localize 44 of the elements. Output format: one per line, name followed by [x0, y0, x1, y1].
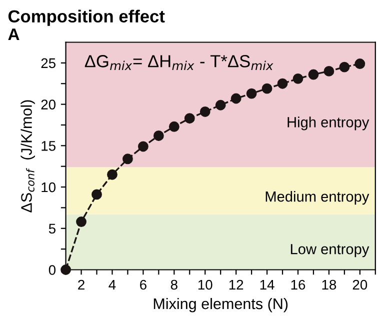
y-tick-label: 5: [48, 224, 56, 234]
x-tick-label: 2: [78, 280, 84, 290]
band-label: High entropy: [288, 116, 370, 130]
point: [138, 141, 148, 152]
chart-title: Composition effect: [8, 10, 165, 26]
x-tick-label: 20: [352, 280, 368, 290]
annotation: ΔG$_{mix}$= ΔH$_{mix}$ - T*ΔS$_{mix}$: [84, 55, 274, 70]
x-tick-label: 12: [229, 280, 244, 290]
x-tick-label: 14: [260, 280, 274, 290]
band-label: Low entropy: [290, 244, 370, 258]
x-tick-label: 6: [140, 280, 146, 290]
point: [308, 69, 319, 80]
point: [230, 93, 242, 104]
point: [107, 169, 118, 180]
x-tick-label: 16: [291, 280, 306, 290]
point: [277, 78, 288, 89]
x-tick-label: 8: [170, 280, 178, 290]
x-axis-title: Mixing elements (N): [154, 298, 288, 312]
point: [168, 121, 180, 132]
point: [153, 130, 164, 141]
y-tick-label: 20: [41, 100, 56, 110]
point: [354, 58, 366, 69]
point: [339, 62, 350, 72]
text: A: [8, 28, 20, 40]
point: [324, 66, 334, 76]
y-tick-label: 15: [42, 141, 56, 151]
point: [122, 154, 133, 164]
x-tick-label: 18: [322, 280, 336, 290]
x-tick-label: 10: [198, 280, 212, 290]
point: [262, 83, 272, 94]
y-axis-title: ΔS$_{conf}$ (J/K/mol): [20, 100, 35, 212]
point: [76, 216, 86, 227]
y-tick-label: 0: [48, 265, 56, 275]
point: [184, 113, 195, 124]
point: [215, 100, 226, 110]
point: [60, 264, 71, 275]
y-tick-label: 10: [42, 182, 56, 192]
point: [92, 189, 102, 200]
point: [292, 73, 304, 84]
x-tick-label: 4: [108, 280, 116, 290]
band-label: Medium entropy: [266, 191, 370, 205]
y-tick-label: 25: [41, 58, 56, 68]
point: [200, 106, 210, 117]
point: [246, 88, 257, 99]
